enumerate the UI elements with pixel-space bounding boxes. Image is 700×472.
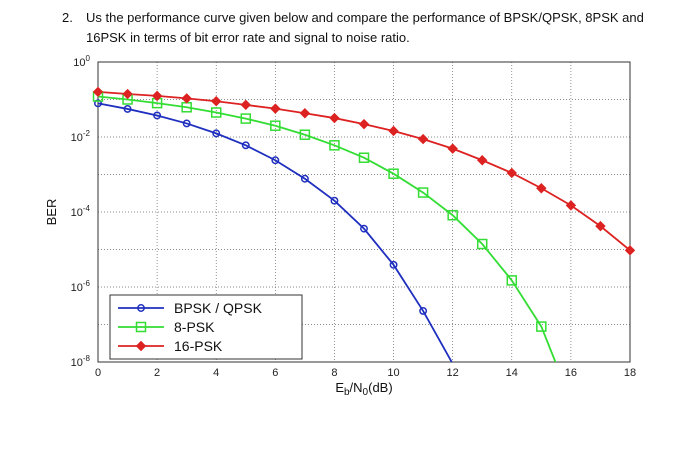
x-label-unit: (dB)	[368, 380, 393, 395]
legend-label: 8-PSK	[174, 319, 215, 335]
data-point	[624, 245, 636, 256]
data-point	[92, 86, 104, 98]
y-tick-exponent: -8	[83, 354, 91, 363]
data-point	[270, 103, 281, 114]
data-point	[153, 111, 162, 120]
x-tick-label: 8	[331, 367, 337, 379]
data-point	[417, 133, 429, 145]
y-tick-base: 10	[71, 282, 83, 294]
data-point	[595, 220, 606, 232]
y-tick-label: 10-8	[71, 354, 91, 369]
data-point	[94, 99, 102, 108]
legend-marker	[135, 340, 147, 352]
data-point	[299, 108, 311, 119]
series-markers	[92, 86, 636, 332]
data-point	[447, 143, 458, 154]
legend-label: BPSK / QPSK	[174, 300, 263, 316]
x-tick-label: 16	[565, 367, 577, 379]
legend-marker	[137, 304, 145, 312]
data-point	[536, 183, 547, 194]
y-tick-base: 10	[71, 132, 83, 144]
y-axis-label: BER	[44, 199, 59, 226]
y-tick-label: 10-4	[71, 204, 91, 219]
x-label-sub-0: 0	[363, 387, 369, 398]
data-point	[330, 196, 339, 205]
y-tick-label: 100	[73, 54, 90, 69]
x-label-sub-b: b	[344, 387, 350, 398]
question-text: Us the performance curve given below and…	[86, 10, 644, 45]
data-point	[388, 125, 399, 137]
data-point	[241, 141, 250, 150]
data-point	[299, 129, 311, 140]
x-tick-label: 18	[624, 367, 636, 379]
data-point	[123, 104, 132, 113]
y-tick-exponent: -6	[83, 279, 91, 288]
data-point	[240, 113, 252, 124]
y-tick-base: 10	[71, 207, 83, 219]
x-ticks: 0 2 4 6 8 10 12 14 16 18	[95, 367, 636, 379]
question-number: 2.	[62, 10, 73, 25]
y-tick-label: 10-2	[71, 129, 91, 144]
x-tick-label: 2	[154, 367, 160, 379]
y-tick-label: 10-6	[71, 279, 91, 294]
data-point	[536, 321, 547, 332]
y-tick-exponent: -4	[83, 204, 91, 213]
data-point	[151, 90, 163, 102]
data-point	[506, 167, 517, 179]
data-point	[389, 260, 398, 269]
legend-label: 16-PSK	[174, 338, 223, 354]
series-line-2	[98, 90, 630, 252]
data-point	[565, 200, 577, 211]
x-tick-label: 14	[506, 367, 518, 379]
y-tick-base: 10	[73, 57, 85, 69]
x-tick-label: 12	[447, 367, 459, 379]
data-point	[210, 107, 222, 118]
data-point	[212, 129, 221, 138]
series-line-0	[98, 102, 453, 362]
x-tick-label: 6	[272, 367, 278, 379]
data-point	[447, 209, 458, 221]
x-tick-label: 4	[213, 367, 219, 379]
data-point	[358, 152, 370, 163]
data-point	[181, 93, 192, 104]
data-point	[182, 119, 191, 128]
y-tick-exponent: 0	[86, 54, 91, 63]
data-point	[360, 224, 368, 233]
x-label-e: E	[335, 380, 344, 395]
legend: BPSK / QPSK 8-PSK 16-PSK	[109, 294, 303, 360]
data-point	[506, 275, 518, 286]
legend-marker	[135, 321, 147, 333]
data-point	[419, 306, 428, 315]
data-point	[417, 187, 429, 198]
data-point	[211, 96, 222, 107]
x-tick-label: 10	[387, 367, 399, 379]
y-tick-base: 10	[71, 357, 83, 369]
plot-frame	[97, 61, 631, 363]
x-tick-label: 0	[95, 367, 101, 379]
data-point	[270, 120, 281, 131]
data-point	[271, 156, 280, 165]
y-tick-exponent: -2	[83, 129, 91, 138]
series-line-1	[98, 95, 557, 362]
data-point	[329, 140, 340, 151]
x-axis-label: Eb/N0(dB)	[335, 380, 392, 398]
x-label-n: /N	[350, 380, 363, 395]
data-point	[300, 174, 309, 183]
data-point	[476, 238, 488, 250]
data-point	[122, 88, 133, 100]
data-point	[240, 99, 251, 111]
data-point	[329, 112, 340, 124]
data-point	[358, 118, 370, 130]
data-point	[388, 168, 399, 179]
data-point	[477, 155, 488, 166]
